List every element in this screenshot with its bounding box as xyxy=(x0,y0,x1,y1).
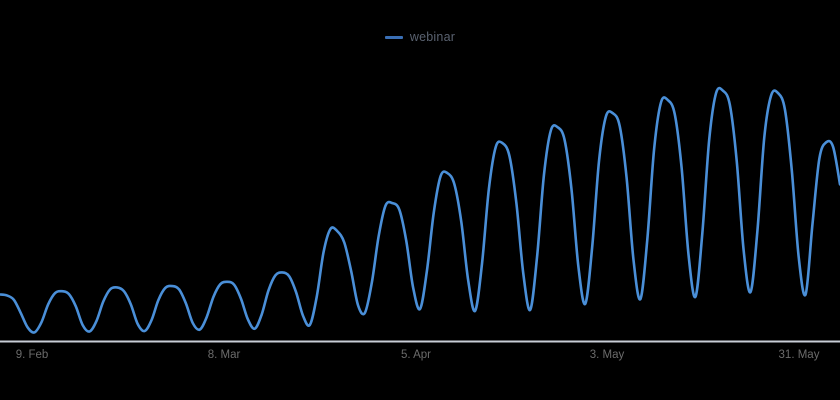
x-tick-label-4: 31. May xyxy=(778,349,820,361)
x-tick-label-2: 5. Apr xyxy=(400,349,432,361)
x-tick-label-1: 8. Mar xyxy=(207,349,241,361)
series-line-webinar xyxy=(0,86,840,334)
chart-legend: webinar xyxy=(0,26,840,48)
x-tick-label-3: 3. May xyxy=(589,349,625,361)
legend-line-swatch xyxy=(384,35,403,39)
x-tick-label-0: 9. Feb xyxy=(15,349,49,361)
x-axis-tick-labels: 9. Feb 8. Mar 5. Apr 3. May 31. May xyxy=(0,348,840,366)
legend-label-webinar: webinar xyxy=(409,29,456,44)
